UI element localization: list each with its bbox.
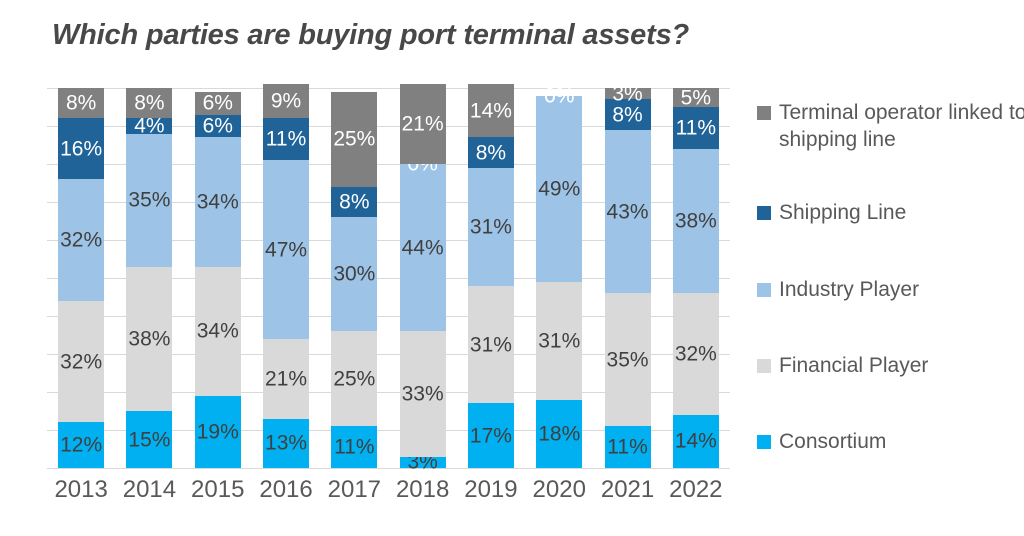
legend-swatch-icon — [757, 359, 771, 373]
legend-swatch-icon — [757, 435, 771, 449]
bar-segment[interactable] — [194, 266, 241, 396]
legend-label: Consortium — [779, 430, 887, 453]
bar-segment[interactable] — [399, 84, 446, 164]
legend-item-financial-player[interactable]: Financial Player — [757, 353, 1024, 380]
bar-segment[interactable] — [263, 118, 310, 161]
bar-segment[interactable] — [58, 422, 105, 468]
bar-segment[interactable] — [604, 99, 651, 130]
bar-segment[interactable] — [126, 133, 173, 267]
bar-group[interactable]: 18% 31% 49% 0% 0% — [536, 85, 583, 468]
bar-group[interactable]: 11% 35% 43% 8% 3% — [604, 83, 651, 468]
bar-segment[interactable] — [604, 129, 651, 294]
bar-group[interactable]: 12% 32% 32% 16% 8% — [58, 88, 105, 468]
x-axis-tick-2014: 2014 — [122, 476, 177, 503]
x-axis-tick-2018: 2018 — [395, 476, 450, 503]
legend-swatch-icon — [757, 206, 771, 220]
bar-segment[interactable] — [126, 411, 173, 468]
legend-swatch-icon — [757, 283, 771, 297]
legend-label: Shipping Line — [779, 201, 907, 224]
x-axis-tick-2020: 2020 — [532, 476, 586, 503]
bar-segment[interactable] — [536, 95, 583, 282]
chart-legend: Terminal operator linked to shipping lin… — [757, 95, 1024, 455]
x-axis-tick-2022: 2022 — [669, 476, 723, 503]
bar-group[interactable]: 17% 31% 31% 8% 14% — [467, 84, 514, 468]
bar-group[interactable]: 3% 33% 44% 0% 21% — [399, 84, 446, 473]
bar-segment[interactable] — [126, 88, 173, 119]
bar-segment[interactable] — [672, 107, 719, 149]
legend-label: Terminal operator linked to shipping lin… — [779, 101, 1024, 151]
gridline — [47, 240, 730, 241]
bar-segment[interactable] — [126, 118, 173, 134]
bar-segment[interactable] — [672, 148, 719, 294]
x-axis-tick-2021: 2021 — [600, 476, 655, 503]
gridline — [47, 164, 730, 165]
gridline — [47, 316, 730, 317]
x-axis-tick-2013: 2013 — [54, 476, 108, 503]
gridline — [47, 392, 730, 393]
bar-segment[interactable] — [263, 160, 310, 339]
bar-segment[interactable] — [399, 331, 446, 457]
bar-segment[interactable] — [58, 179, 105, 301]
bar-segment[interactable] — [331, 186, 378, 218]
legend-label: Industry Player — [779, 278, 920, 301]
bar-segment[interactable] — [536, 281, 583, 400]
bar-group[interactable]: 14% 32% 38% 11% 5% — [672, 87, 719, 468]
legend-item-industry-player[interactable]: Industry Player — [757, 277, 1024, 304]
legend-item-terminal-operator-linked-to-shipping-line[interactable]: Terminal operator linked to shipping lin… — [757, 100, 1024, 154]
bar-segment[interactable] — [604, 293, 651, 427]
bar-segment[interactable] — [194, 395, 241, 468]
bar-segment[interactable] — [263, 338, 310, 419]
x-axis-tick-2015: 2015 — [191, 476, 245, 503]
bar-segment[interactable] — [263, 84, 310, 119]
bar-segment[interactable] — [263, 418, 310, 468]
bar-segment[interactable] — [58, 300, 105, 423]
legend-swatch-icon — [757, 106, 771, 120]
bar-segment[interactable] — [672, 293, 719, 415]
bar-segment[interactable] — [331, 91, 378, 187]
bar-segment[interactable] — [126, 266, 173, 411]
bar-segment[interactable] — [672, 88, 719, 107]
bar-segment[interactable] — [604, 426, 651, 468]
legend-item-consortium[interactable]: Consortium — [757, 429, 1024, 456]
bar-segment[interactable] — [58, 88, 105, 119]
bar-segment[interactable] — [331, 426, 378, 468]
x-axis-tick-2017: 2017 — [327, 476, 382, 503]
bar-segment[interactable] — [467, 285, 514, 404]
bar-segment[interactable] — [467, 84, 514, 138]
legend-label: Financial Player — [779, 354, 929, 377]
gridline — [47, 468, 730, 469]
bar-segment[interactable] — [399, 456, 446, 468]
bar-group[interactable]: 19% 34% 34% 6% 6% — [194, 88, 241, 468]
gridline — [47, 202, 730, 203]
gridline — [47, 354, 730, 355]
bar-group[interactable]: 11% 25% 30% 8% 25% — [331, 88, 378, 468]
page-title: Which parties are buying port terminal a… — [52, 19, 690, 51]
bar-segment[interactable] — [604, 88, 651, 100]
bar-segment[interactable] — [399, 164, 446, 332]
x-axis: 2013 2014 2015 2016 2017 2018 2019 2020 2021 2022 — [47, 476, 730, 510]
bar-segment[interactable] — [194, 91, 241, 115]
bar-segment[interactable] — [467, 137, 514, 168]
x-axis-tick-2019: 2019 — [464, 476, 518, 503]
legend-item-shipping-line[interactable]: Shipping Line — [757, 200, 1024, 227]
x-axis-tick-2016: 2016 — [259, 476, 313, 503]
bar-segment[interactable] — [58, 118, 105, 180]
bar-segment[interactable] — [194, 114, 241, 138]
gridline — [47, 126, 730, 127]
bar-segment[interactable] — [672, 414, 719, 468]
gridline — [47, 278, 730, 279]
bar-group[interactable]: 15% 38% 35% 4% 8% — [126, 88, 173, 468]
gridline — [47, 88, 730, 89]
bar-segment[interactable] — [536, 399, 583, 468]
bar-group[interactable]: 13% 21% 47% 11% 9% — [263, 84, 310, 468]
plot-area: 12% 32% 32% 16% 8% 15% 38% 35% 4% 8% 19% 34% 34% 6% 6%… — [47, 83, 730, 473]
bar-segment[interactable] — [331, 217, 378, 332]
bar-segment[interactable] — [467, 403, 514, 468]
bar-segment[interactable] — [467, 167, 514, 286]
bar-segment[interactable] — [331, 331, 378, 427]
bar-segment[interactable] — [194, 137, 241, 267]
gridline — [47, 430, 730, 431]
